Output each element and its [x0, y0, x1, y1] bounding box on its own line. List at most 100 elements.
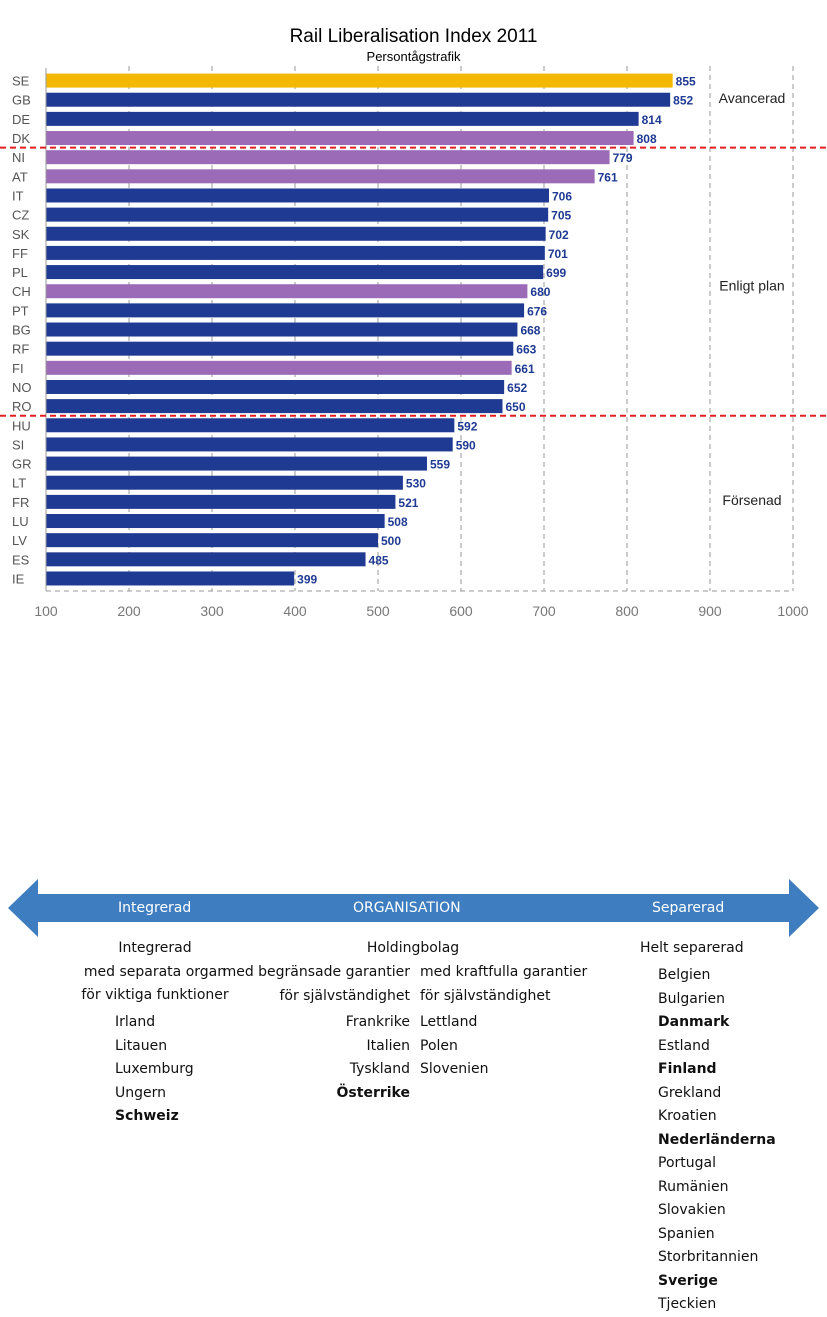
col2-heading-line: för självständighet	[279, 987, 410, 1004]
bar	[46, 150, 610, 165]
country-item: Ungern	[115, 1084, 167, 1101]
category-label: RF	[12, 342, 29, 357]
category-label: IT	[12, 188, 24, 203]
bar	[46, 360, 512, 375]
bar	[46, 399, 503, 414]
category-label: BG	[12, 323, 31, 338]
x-tick-label: 600	[449, 603, 473, 619]
bar-chart: SE 855 GB 852 DE 814 DK 808 NI 779 AT 761 IT 706 CZ 705…	[0, 66, 827, 619]
col2-heading: med begränsade garantier för självständi…	[210, 961, 410, 1008]
col1-heading-line: för viktiga funktioner	[81, 987, 229, 1003]
country-item: Spanien	[658, 1225, 715, 1242]
value-label: 559	[430, 458, 450, 472]
col4-heading: Helt separerad	[640, 940, 744, 956]
category-label: LV	[12, 533, 27, 548]
value-label: 855	[676, 75, 696, 89]
x-tick-label: 500	[366, 603, 390, 619]
country-item: Kroatien	[658, 1108, 717, 1124]
country-item: Sverige	[658, 1272, 718, 1289]
col3-country-list: Lettland Polen Slovenien	[420, 1011, 489, 1082]
category-label: CZ	[12, 208, 29, 223]
value-label: 530	[406, 477, 426, 491]
col3-heading: med kraftfulla garantier för självständi…	[420, 961, 587, 1008]
bar	[46, 169, 595, 184]
col1-heading-line: Integrerad	[118, 940, 192, 956]
x-tick-label: 400	[283, 603, 307, 619]
country-item: Tjeckien	[658, 1296, 717, 1312]
country-item: Österrike	[336, 1084, 410, 1101]
bar	[46, 552, 366, 567]
arrow-label-separated: Separerad	[652, 900, 725, 916]
country-item: Rumänien	[658, 1178, 729, 1195]
bar	[46, 111, 639, 126]
x-tick-label: 200	[117, 603, 141, 619]
value-label: 663	[516, 343, 536, 357]
country-item: Frankrike	[345, 1014, 410, 1030]
category-label: LT	[12, 476, 26, 491]
bar	[46, 514, 385, 529]
country-item: Luxemburg	[115, 1061, 194, 1077]
country-item: Bulgarien	[658, 990, 725, 1007]
value-label: 590	[456, 438, 476, 452]
country-item: Italien	[366, 1037, 410, 1054]
country-item: Danmark	[658, 1014, 730, 1030]
bar	[46, 437, 453, 452]
value-label: 508	[388, 515, 408, 529]
country-item: Finland	[658, 1061, 717, 1077]
col2-country-list: Frankrike Italien Tyskland Österrike	[290, 1011, 410, 1105]
bar	[46, 533, 378, 548]
chart-subtitle: Persontågstrafik	[366, 49, 461, 64]
category-label: HU	[12, 418, 31, 433]
category-label: GB	[12, 93, 31, 108]
x-tick-label: 800	[615, 603, 639, 619]
x-tick-label: 300	[200, 603, 224, 619]
category-label: IE	[12, 571, 25, 586]
value-label: 699	[546, 266, 566, 280]
category-label: RO	[12, 399, 32, 414]
category-label: CH	[12, 284, 31, 299]
category-label: FF	[12, 246, 28, 261]
value-label: 399	[297, 572, 317, 586]
country-item: Grekland	[658, 1084, 722, 1101]
bar	[46, 379, 505, 394]
value-label: 485	[369, 553, 389, 567]
bar	[46, 73, 673, 88]
bar	[46, 475, 403, 490]
bar	[46, 131, 634, 146]
category-label: DE	[12, 112, 30, 127]
zone-label: Enligt plan	[719, 277, 784, 293]
country-item: Nederländerna	[658, 1131, 776, 1148]
value-label: 702	[549, 228, 569, 242]
category-label: FR	[12, 495, 29, 510]
category-label: NI	[12, 150, 25, 165]
x-tick-label: 100	[34, 603, 58, 619]
x-tick-label: 700	[532, 603, 556, 619]
holding-heading: Holdingbolag	[366, 940, 460, 956]
category-label: SK	[12, 227, 30, 242]
col2-heading-line: med begränsade garantier	[222, 964, 410, 980]
bar	[46, 207, 549, 222]
country-item: Estland	[658, 1037, 710, 1054]
value-label: 650	[506, 400, 526, 414]
value-label: 652	[507, 381, 527, 395]
category-label: SI	[12, 437, 24, 452]
value-label: 592	[457, 419, 477, 433]
bar	[46, 341, 514, 356]
double-arrow-shape	[8, 879, 819, 937]
category-label: NO	[12, 380, 32, 395]
country-item: Belgien	[658, 967, 711, 983]
col4-country-list: Belgien Bulgarien Danmark Estland Finlan…	[658, 964, 776, 1317]
col1-heading-line: med separata organ	[83, 963, 227, 980]
arrow-label-integrated: Integrerad	[118, 900, 192, 916]
bar	[46, 303, 525, 318]
value-label: 701	[548, 247, 568, 261]
country-item: Slovenien	[420, 1061, 489, 1077]
value-label: 668	[520, 324, 540, 338]
value-label: 705	[551, 209, 571, 223]
value-label: 680	[530, 285, 550, 299]
bar	[46, 494, 396, 509]
value-label: 808	[637, 132, 657, 146]
value-label: 761	[598, 170, 618, 184]
value-label: 779	[613, 151, 633, 165]
category-label: GR	[12, 457, 32, 472]
